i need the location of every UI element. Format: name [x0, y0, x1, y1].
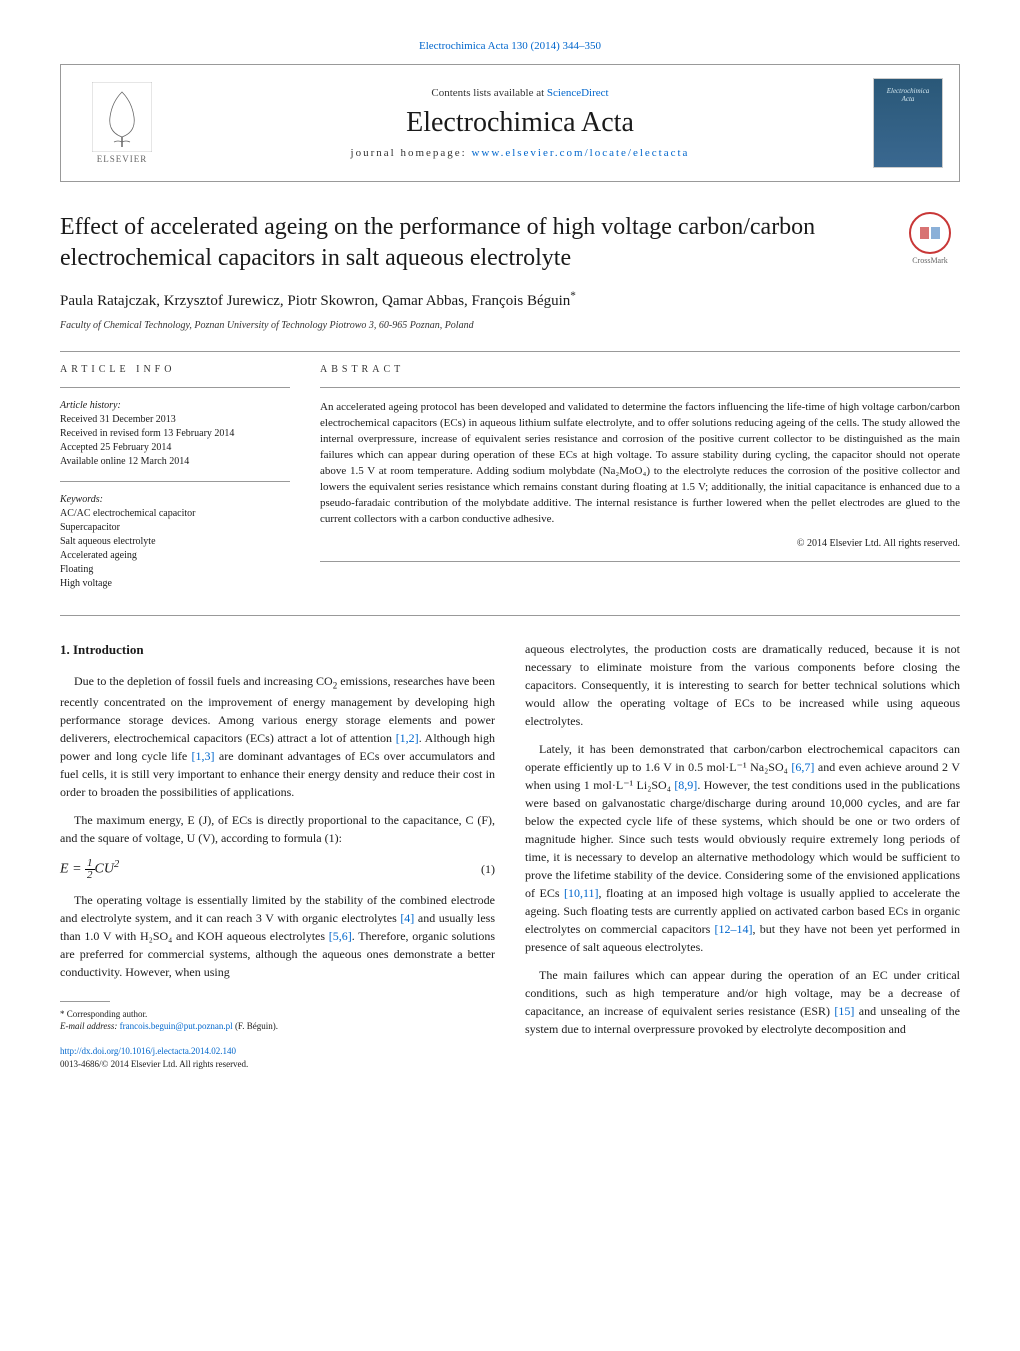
section-1-heading: 1. Introduction	[60, 640, 495, 660]
intro-paragraph-1: Due to the depletion of fossil fuels and…	[60, 672, 495, 801]
journal-reference-link[interactable]: Electrochimica Acta 130 (2014) 344–350	[419, 40, 601, 52]
keyword-2: Salt aqueous electrolyte	[60, 535, 290, 549]
accepted-date: Accepted 25 February 2014	[60, 441, 290, 455]
body-column-right: aqueous electrolytes, the production cos…	[525, 640, 960, 1072]
doi-link[interactable]: http://dx.doi.org/10.1016/j.electacta.20…	[60, 1046, 236, 1056]
journal-reference: Electrochimica Acta 130 (2014) 344–350	[60, 40, 960, 52]
keyword-1: Supercapacitor	[60, 521, 290, 535]
journal-header-box: ELSEVIER Contents lists available at Sci…	[60, 64, 960, 182]
keyword-5: High voltage	[60, 577, 290, 591]
corresponding-author-note: * Corresponding author.	[60, 1008, 495, 1021]
info-abstract-row: ARTICLE INFO Article history: Received 3…	[60, 364, 960, 591]
abstract-copyright: © 2014 Elsevier Ltd. All rights reserved…	[320, 538, 960, 549]
journal-homepage-line: journal homepage: www.elsevier.com/locat…	[167, 147, 873, 159]
info-divider-2	[60, 481, 290, 482]
keyword-3: Accelerated ageing	[60, 549, 290, 563]
right-paragraph-3: The main failures which can appear durin…	[525, 966, 960, 1038]
ref-link-4[interactable]: [4]	[400, 911, 414, 925]
ref-link-8-9[interactable]: [8,9]	[674, 778, 697, 792]
abstract-heading: ABSTRACT	[320, 364, 960, 375]
ref-link-1-2[interactable]: [1,2]	[396, 731, 419, 745]
history-label: Article history:	[60, 400, 290, 411]
body-columns: 1. Introduction Due to the depletion of …	[60, 640, 960, 1072]
article-info-column: ARTICLE INFO Article history: Received 3…	[60, 364, 290, 591]
email-author: (F. Béguin).	[233, 1021, 278, 1031]
journal-name: Electrochimica Acta	[167, 107, 873, 139]
email-label: E-mail address:	[60, 1021, 120, 1031]
section-number: 1.	[60, 642, 70, 657]
contents-available-line: Contents lists available at ScienceDirec…	[167, 87, 873, 99]
contents-text: Contents lists available at	[431, 87, 546, 99]
crossmark-badge[interactable]: CrossMark	[900, 212, 960, 272]
divider-body	[60, 615, 960, 616]
ref-link-6-7[interactable]: [6,7]	[791, 760, 814, 774]
crossmark-icon	[909, 212, 951, 254]
ref-link-10-11[interactable]: [10,11]	[564, 886, 599, 900]
homepage-label: journal homepage:	[351, 147, 472, 159]
title-row: Effect of accelerated ageing on the perf…	[60, 212, 960, 274]
equation-1-row: E = 12CU2 (1)	[60, 857, 495, 881]
elsevier-label: ELSEVIER	[97, 154, 148, 164]
cover-label-1: Electrochimica	[887, 87, 930, 95]
p1-text-a: Due to the depletion of fossil fuels and…	[74, 674, 333, 688]
cover-label-2: Acta	[902, 95, 915, 103]
intro-paragraph-3: The operating voltage is essentially lim…	[60, 891, 495, 981]
crossmark-label: CrossMark	[912, 256, 948, 265]
abstract-divider-bottom	[320, 561, 960, 562]
article-info-heading: ARTICLE INFO	[60, 364, 290, 375]
sciencedirect-link[interactable]: ScienceDirect	[547, 87, 609, 99]
ref-link-1-3[interactable]: [1,3]	[192, 749, 215, 763]
keywords-label: Keywords:	[60, 494, 290, 505]
elsevier-tree-icon	[92, 82, 152, 152]
authors-names: Paula Ratajczak, Krzysztof Jurewicz, Pio…	[60, 293, 570, 309]
article-title: Effect of accelerated ageing on the perf…	[60, 212, 884, 274]
homepage-link[interactable]: www.elsevier.com/locate/electacta	[471, 147, 689, 159]
equation-1-number: (1)	[481, 860, 495, 878]
email-footnote: E-mail address: francois.beguin@put.pozn…	[60, 1020, 495, 1033]
keyword-0: AC/AC electrochemical capacitor	[60, 507, 290, 521]
section-title: Introduction	[73, 642, 144, 657]
abstract-text: An accelerated ageing protocol has been …	[320, 400, 960, 528]
doi-line: http://dx.doi.org/10.1016/j.electacta.20…	[60, 1045, 495, 1059]
revised-date: Received in revised form 13 February 201…	[60, 427, 290, 441]
right-paragraph-2: Lately, it has been demonstrated that ca…	[525, 740, 960, 956]
journal-cover-thumbnail[interactable]: Electrochimica Acta	[873, 78, 943, 168]
header-center: Contents lists available at ScienceDirec…	[167, 87, 873, 159]
authors-line: Paula Ratajczak, Krzysztof Jurewicz, Pio…	[60, 290, 960, 310]
equation-1: E = 12CU2	[60, 857, 481, 881]
affiliation: Faculty of Chemical Technology, Poznan U…	[60, 320, 960, 331]
body-column-left: 1. Introduction Due to the depletion of …	[60, 640, 495, 1072]
email-link[interactable]: francois.beguin@put.poznan.pl	[120, 1021, 233, 1031]
keyword-4: Floating	[60, 563, 290, 577]
ref-link-15[interactable]: [15]	[834, 1004, 854, 1018]
footnote-separator	[60, 1001, 110, 1002]
rp2-text-c: . However, the test conditions used in t…	[525, 778, 960, 900]
abstract-divider	[320, 387, 960, 388]
abstract-column: ABSTRACT An accelerated ageing protocol …	[320, 364, 960, 591]
elsevier-logo[interactable]: ELSEVIER	[77, 73, 167, 173]
intro-paragraph-2: The maximum energy, E (J), of ECs is dir…	[60, 811, 495, 847]
received-date: Received 31 December 2013	[60, 413, 290, 427]
ref-link-12-14[interactable]: [12–14]	[715, 922, 753, 936]
right-paragraph-1: aqueous electrolytes, the production cos…	[525, 640, 960, 730]
divider-top	[60, 351, 960, 352]
ref-link-5-6[interactable]: [5,6]	[329, 929, 352, 943]
issn-line: 0013-4686/© 2014 Elsevier Ltd. All right…	[60, 1058, 495, 1072]
corresponding-mark: *	[570, 290, 576, 302]
info-divider-1	[60, 387, 290, 388]
online-date: Available online 12 March 2014	[60, 455, 290, 469]
